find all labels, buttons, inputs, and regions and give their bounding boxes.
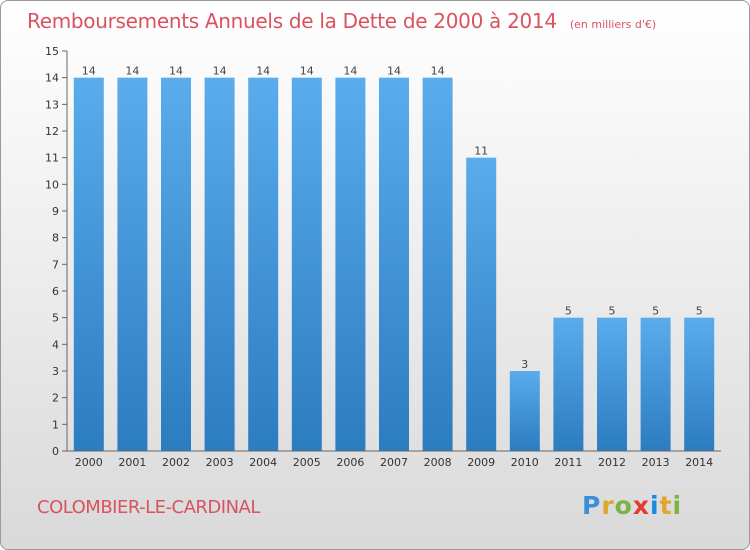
x-tick-label: 2006 — [336, 456, 364, 469]
x-tick-label: 2004 — [249, 456, 277, 469]
bar-value-label: 5 — [696, 305, 703, 318]
bar — [117, 77, 148, 452]
y-tick-label: 14 — [45, 72, 59, 85]
y-tick-label: 11 — [45, 152, 59, 165]
x-tick-label: 2011 — [554, 456, 582, 469]
x-tick-label: 2001 — [118, 456, 146, 469]
bar — [466, 157, 497, 451]
bar — [161, 77, 191, 452]
bars: 14 14 14 14 14 14 14 14 14 11 3 5 5 5 5 — [73, 65, 715, 452]
bar — [291, 77, 322, 452]
chart-title-text: Remboursements Annuels de la Dette de 20… — [27, 9, 557, 33]
logo-letter: i — [650, 491, 660, 520]
y-tick-label: 3 — [52, 365, 59, 378]
y-tick-label: 15 — [45, 45, 59, 58]
bar-value-label: 14 — [343, 65, 357, 78]
bar — [640, 317, 671, 451]
bar-value-label: 14 — [431, 65, 445, 78]
chart-unit: (en milliers d'€) — [569, 18, 657, 31]
y-tick-label: 9 — [52, 205, 59, 218]
bar-value-label: 3 — [521, 358, 528, 371]
y-tick-label: 0 — [52, 445, 59, 458]
bar — [597, 317, 627, 451]
y-tick-label: 10 — [45, 178, 59, 191]
bar-value-label: 11 — [474, 145, 488, 158]
x-tick-label: 2013 — [642, 456, 670, 469]
y-tick-label: 12 — [45, 125, 59, 138]
y-tick-label: 8 — [52, 232, 59, 245]
bar — [248, 77, 279, 452]
bar-value-label: 14 — [125, 65, 139, 78]
logo-letter: r — [601, 491, 615, 520]
x-tick-label: 2003 — [206, 456, 234, 469]
y-tick-label: 13 — [45, 98, 59, 111]
y-tick-label: 2 — [52, 392, 59, 405]
y-tick-label: 7 — [52, 258, 59, 271]
x-tick-label: 2008 — [424, 456, 452, 469]
commune-name: COLOMBIER-LE-CARDINAL — [37, 497, 260, 518]
logo-letter: x — [632, 491, 650, 520]
x-tick-label: 2014 — [685, 456, 713, 469]
x-axis: 2000 2001 2002 2003 2004 2005 2006 2007 2008 2009… — [67, 450, 721, 469]
y-tick-label: 6 — [52, 285, 59, 298]
x-tick-label: 2009 — [467, 456, 495, 469]
logo-letter: o — [614, 491, 633, 520]
x-tick-label: 2000 — [75, 456, 103, 469]
x-tick-label: 2005 — [293, 456, 321, 469]
bar — [204, 77, 235, 452]
x-tick-label: 2012 — [598, 456, 626, 469]
bar — [684, 317, 715, 451]
bar — [422, 77, 453, 452]
logo-letter: P — [582, 491, 602, 520]
bar — [335, 77, 366, 452]
x-tick-label: 2002 — [162, 456, 190, 469]
bar — [553, 317, 584, 451]
y-tick-label: 1 — [52, 418, 59, 431]
bar-value-label: 14 — [82, 65, 96, 78]
bar-value-label: 14 — [387, 65, 401, 78]
y-tick-label: 4 — [52, 338, 59, 351]
bar — [73, 77, 104, 452]
bar-value-label: 14 — [169, 65, 183, 78]
bar-value-label: 14 — [300, 65, 314, 78]
x-tick-label: 2010 — [511, 456, 539, 469]
logo-letter: i — [672, 491, 683, 520]
x-tick-label: 2007 — [380, 456, 408, 469]
chart-title: Remboursements Annuels de la Dette de 20… — [27, 9, 656, 33]
bar-value-label: 5 — [652, 305, 659, 318]
bar — [379, 77, 409, 452]
proxiti-logo: Proxiti — [582, 491, 682, 520]
logo-letter: t — [659, 491, 673, 520]
bar-value-label: 5 — [565, 305, 572, 318]
bar-value-label: 14 — [256, 65, 270, 78]
y-tick-label: 5 — [52, 312, 59, 325]
bar — [509, 371, 540, 451]
bar-value-label: 5 — [609, 305, 616, 318]
bar-value-label: 14 — [213, 65, 227, 78]
